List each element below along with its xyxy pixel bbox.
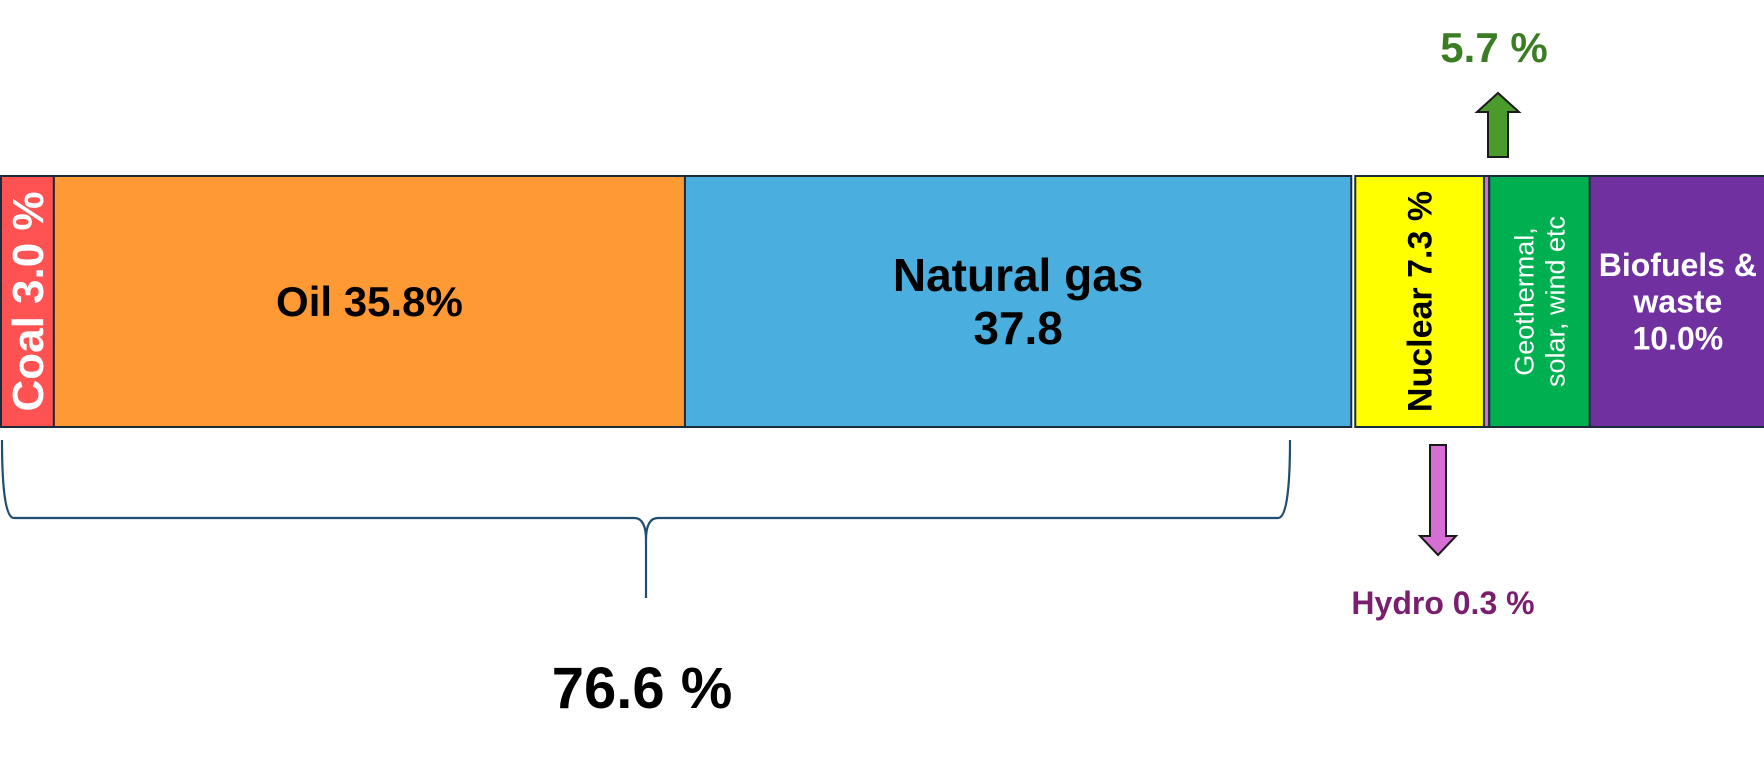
bar-label-coal: Coal 3.0 % [4,191,53,411]
hydro-down-arrow [1417,444,1459,557]
renewables-up-arrow [1474,91,1522,158]
fossil-total-label: 76.6 % [552,656,733,721]
bar-label-biofuels-waste: Biofuels & waste 10.0% [1599,247,1757,357]
bar-segment-natural-gas [683,175,1353,428]
fossil-bracket [0,439,1292,598]
renewables-callout-label: 5.7 % [1440,24,1547,71]
bar-segments [0,175,1764,428]
bar-labels: Coal 3.0 % Oil 35.8% Natural gas 37.8 Nuclea… [4,191,1757,412]
bar-label-natural-gas: Natural gas 37.8 [893,249,1144,354]
bar-segment-biofuels-waste [1588,175,1764,428]
bar-label-geothermal-solar-wind-etc: Geothermal,solar, wind etc [1509,216,1570,387]
bar-label-nuclear: Nuclear 7.3 % [1402,191,1440,412]
hydro-callout-label: Hydro 0.3 % [1351,585,1534,621]
bar-segment-nuclear [1354,175,1485,428]
bar-segment-geothermal-solar-wind-etc [1488,175,1591,428]
bar-label-oil: Oil 35.8% [276,278,463,325]
bar-segment-coal [0,175,55,428]
bar-segment-oil [52,175,686,428]
